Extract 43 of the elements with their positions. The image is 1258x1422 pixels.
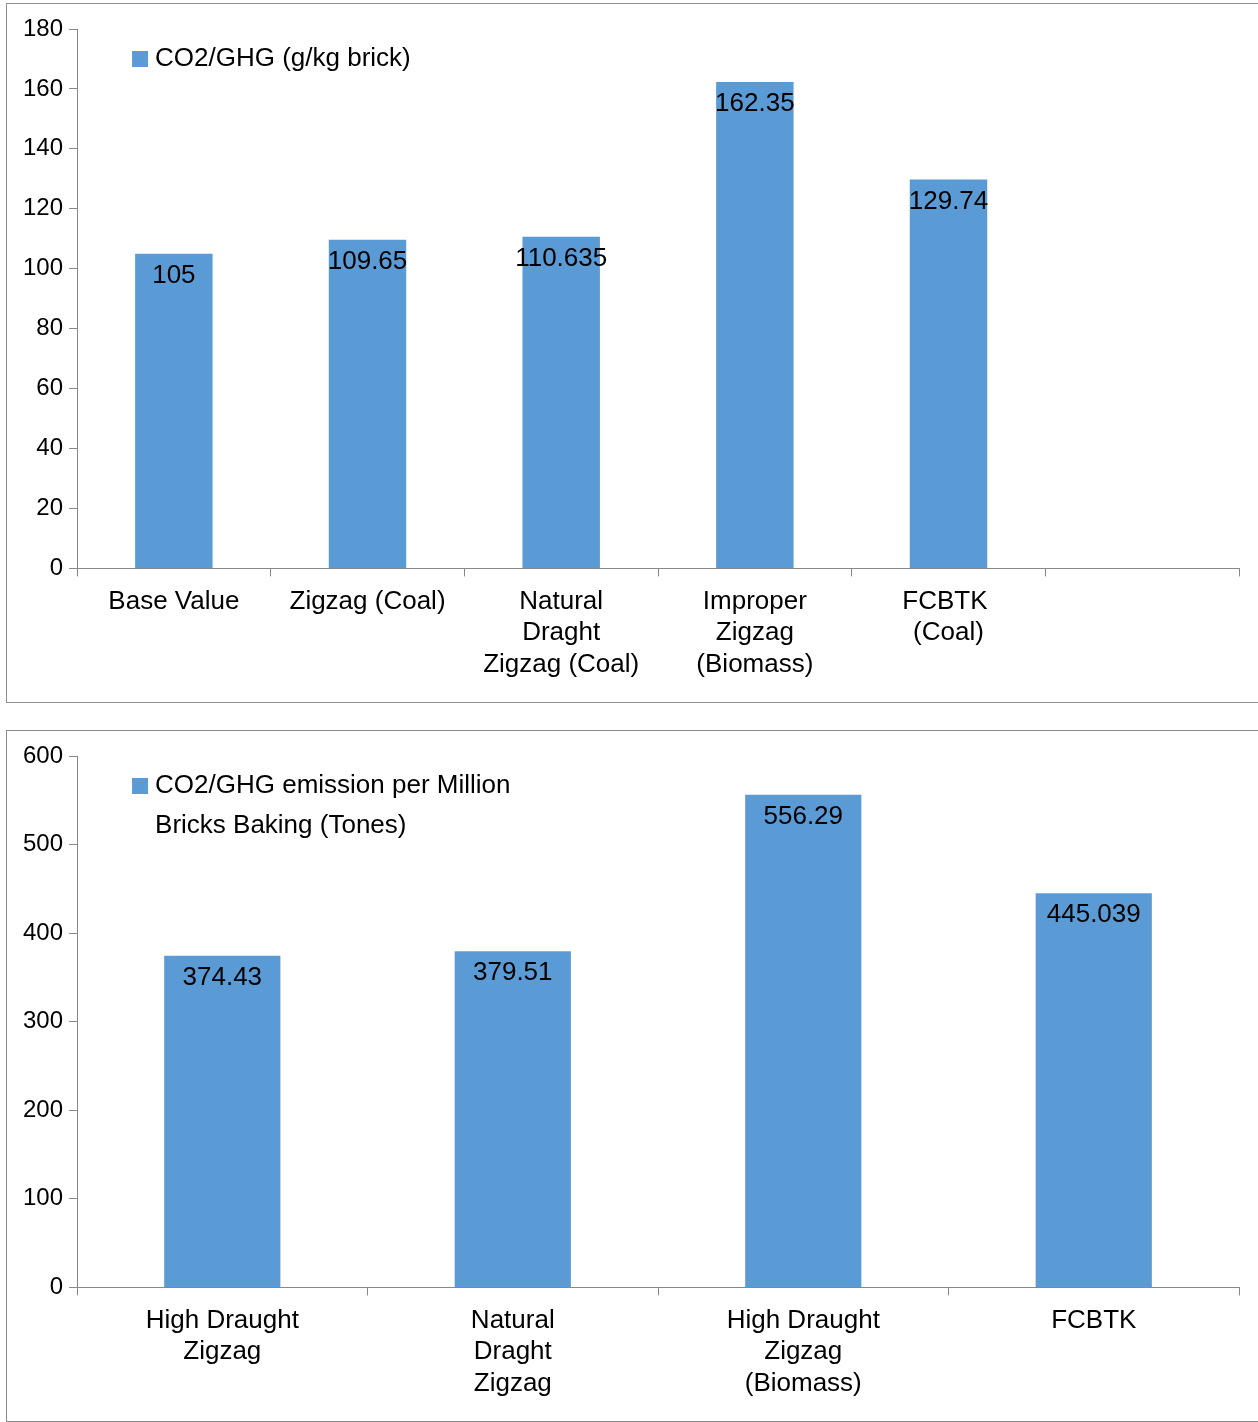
y-tick-label: 400	[23, 917, 64, 945]
x-tick-label: Improper Zigzag (Biomass)	[696, 585, 814, 678]
y-tick-label: 80	[36, 313, 64, 341]
y-tick-label: 300	[23, 1006, 64, 1034]
data-label: 445.039	[1046, 898, 1141, 929]
y-tick-label: 180	[23, 13, 64, 41]
legend-label: CO2/GHG emission per Million Bricks Baking (Tones)	[155, 769, 511, 840]
data-label: 374.43	[182, 960, 263, 991]
x-tick-label: Zigzag (Coal)	[289, 585, 446, 616]
y-tick-label: 20	[36, 493, 64, 521]
x-tick-label: Base Value	[108, 585, 240, 616]
y-tick-label: 500	[23, 829, 64, 857]
y-tick-label: 140	[23, 133, 64, 161]
y-tick-label: 200	[23, 1094, 64, 1122]
x-tick-label: FCBTK	[1051, 1304, 1138, 1335]
bar	[135, 253, 213, 568]
bar	[328, 239, 407, 568]
x-tick-label: Natural Draght Zigzag	[470, 1304, 555, 1397]
bar	[1035, 893, 1152, 1287]
bar	[745, 794, 862, 1287]
y-tick-label: 60	[36, 373, 64, 401]
x-tick-label: High Draught Zigzag	[145, 1304, 300, 1366]
y-tick-label: 0	[49, 1272, 64, 1300]
data-label: 556.29	[763, 799, 844, 830]
data-label: 379.51	[473, 956, 553, 987]
y-tick-label: 40	[36, 433, 64, 461]
y-tick-label: 100	[23, 1183, 64, 1211]
x-tick-label: FCBTK (Coal)	[902, 585, 995, 647]
data-label: 109.65	[327, 244, 408, 275]
y-tick-label: 0	[49, 553, 64, 581]
bar	[909, 179, 988, 568]
y-tick-label: 160	[23, 73, 64, 101]
bar	[164, 955, 281, 1287]
x-tick-label: High Draught Zigzag (Biomass)	[726, 1304, 881, 1397]
bar	[454, 951, 571, 1287]
data-label: 105	[152, 258, 196, 289]
x-tick-label: Natural Draght Zigzag (Coal)	[483, 585, 640, 678]
bar	[716, 81, 794, 568]
y-tick-label: 100	[23, 253, 64, 281]
data-label: 162.35	[715, 87, 795, 118]
legend-label: CO2/GHG (g/kg brick)	[155, 42, 411, 73]
y-tick-label: 120	[23, 193, 64, 221]
y-tick-label: 600	[23, 740, 64, 768]
